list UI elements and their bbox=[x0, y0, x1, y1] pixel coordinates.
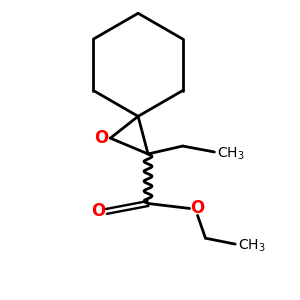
Text: CH$_3$: CH$_3$ bbox=[218, 146, 245, 162]
Text: CH$_3$: CH$_3$ bbox=[238, 238, 266, 254]
Text: O: O bbox=[92, 202, 106, 220]
Text: O: O bbox=[94, 129, 109, 147]
Text: O: O bbox=[190, 200, 205, 217]
